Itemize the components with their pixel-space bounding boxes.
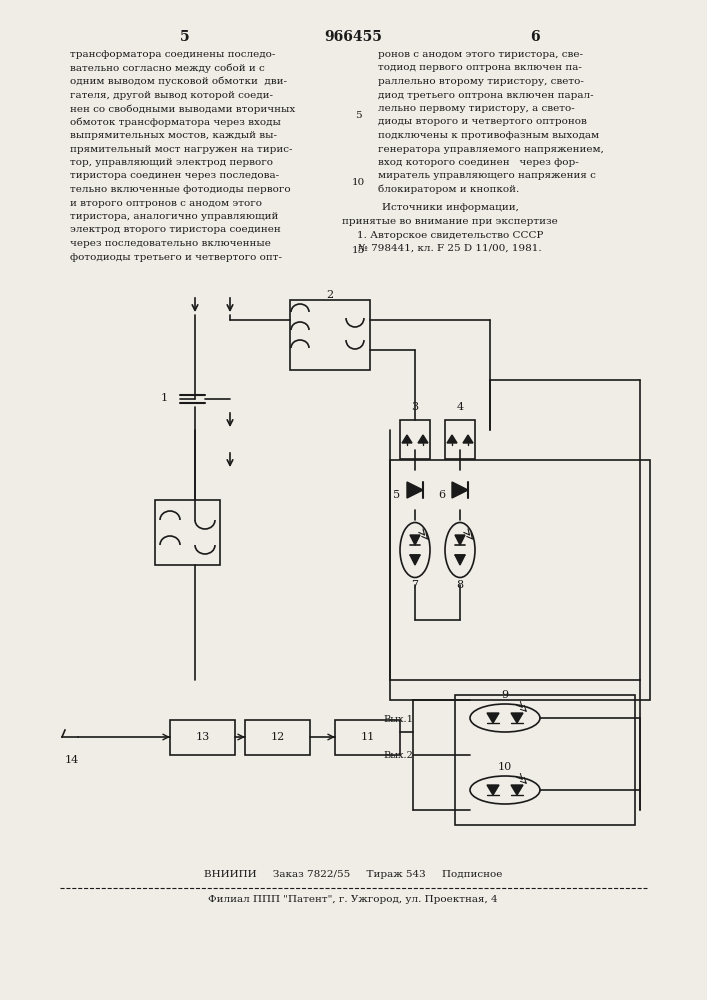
- Text: 2: 2: [327, 290, 334, 300]
- Text: Вых.2: Вых.2: [383, 750, 413, 760]
- Text: обмоток трансформатора через входы: обмоток трансформатора через входы: [70, 117, 281, 127]
- Text: подключены к противофазным выходам: подключены к противофазным выходам: [378, 131, 599, 140]
- Text: № 798441, кл. F 25 D 11/00, 1981.: № 798441, кл. F 25 D 11/00, 1981.: [358, 244, 542, 253]
- Text: 5: 5: [355, 111, 361, 120]
- Text: 3: 3: [411, 402, 419, 412]
- Text: диод третьего оптрона включен парал-: диод третьего оптрона включен парал-: [378, 91, 594, 100]
- Text: 6: 6: [530, 30, 540, 44]
- Text: тор, управляющий электрод первого: тор, управляющий электрод первого: [70, 158, 273, 167]
- Polygon shape: [487, 713, 499, 723]
- Bar: [245, 720, 310, 755]
- Text: 10: 10: [498, 762, 512, 772]
- Text: диоды второго и четвертого оптронов: диоды второго и четвертого оптронов: [378, 117, 587, 126]
- Text: генератора управляемого напряжением,: генератора управляемого напряжением,: [378, 144, 604, 153]
- Bar: [155, 500, 220, 565]
- Text: 14: 14: [65, 755, 79, 765]
- Text: 12: 12: [270, 732, 285, 742]
- Text: тиристора, аналогично управляющий: тиристора, аналогично управляющий: [70, 212, 279, 221]
- Bar: [335, 720, 400, 755]
- Text: ронов с анодом этого тиристора, све-: ронов с анодом этого тиристора, све-: [378, 50, 583, 59]
- Polygon shape: [407, 482, 423, 498]
- Text: 11: 11: [361, 732, 375, 742]
- Text: 966455: 966455: [324, 30, 382, 44]
- Bar: [400, 420, 430, 459]
- Polygon shape: [418, 435, 428, 443]
- Text: 1: 1: [161, 393, 168, 403]
- Text: гателя, другой вывод которой соеди-: гателя, другой вывод которой соеди-: [70, 91, 273, 100]
- Text: 9: 9: [501, 690, 508, 700]
- Polygon shape: [463, 435, 473, 443]
- Text: тодиод первого оптрона включен па-: тодиод первого оптрона включен па-: [378, 64, 582, 73]
- Text: вательно согласно между собой и с: вательно согласно между собой и с: [70, 64, 264, 73]
- Text: раллельно второму тиристору, свето-: раллельно второму тиристору, свето-: [378, 77, 584, 86]
- Text: блокиратором и кнопкой.: блокиратором и кнопкой.: [378, 185, 519, 194]
- Polygon shape: [455, 535, 465, 545]
- Text: 5: 5: [393, 490, 400, 500]
- Text: 7: 7: [411, 580, 419, 590]
- Bar: [445, 420, 475, 459]
- Polygon shape: [402, 435, 412, 443]
- Text: 15: 15: [351, 246, 365, 255]
- Text: трансформатора соединены последо-: трансформатора соединены последо-: [70, 50, 275, 59]
- Text: 5: 5: [180, 30, 189, 44]
- Polygon shape: [511, 785, 523, 795]
- Text: электрод второго тиристора соединен: электрод второго тиристора соединен: [70, 226, 281, 234]
- Text: 6: 6: [438, 490, 445, 500]
- Text: одним выводом пусковой обмотки  дви-: одним выводом пусковой обмотки дви-: [70, 77, 287, 87]
- Polygon shape: [410, 535, 420, 545]
- Text: выпрямительных мостов, каждый вы-: выпрямительных мостов, каждый вы-: [70, 131, 277, 140]
- Text: 8: 8: [457, 580, 464, 590]
- Bar: [290, 300, 370, 370]
- Text: 4: 4: [457, 402, 464, 412]
- Text: принятые во внимание при экспертизе: принятые во внимание при экспертизе: [342, 217, 558, 226]
- Text: 10: 10: [351, 178, 365, 187]
- Text: лельно первому тиристору, а свето-: лельно первому тиристору, а свето-: [378, 104, 575, 113]
- Text: ВНИИПИ     Заказ 7822/55     Тираж 543     Подписное: ВНИИПИ Заказ 7822/55 Тираж 543 Подписное: [204, 870, 502, 879]
- Bar: [455, 695, 635, 825]
- Polygon shape: [447, 435, 457, 443]
- Text: прямительный мост нагружен на тирис-: прямительный мост нагружен на тирис-: [70, 144, 293, 153]
- Text: и второго оптронов с анодом этого: и второго оптронов с анодом этого: [70, 198, 262, 208]
- Polygon shape: [511, 713, 523, 723]
- Polygon shape: [452, 482, 468, 498]
- Polygon shape: [455, 555, 465, 565]
- Text: Филиал ППП "Патент", г. Ужгород, ул. Проектная, 4: Филиал ППП "Патент", г. Ужгород, ул. Про…: [208, 895, 498, 904]
- Text: вход которого соединен   через фор-: вход которого соединен через фор-: [378, 158, 579, 167]
- Polygon shape: [410, 555, 420, 565]
- Text: Источники информации,: Источники информации,: [382, 204, 518, 213]
- Text: миратель управляющего напряжения с: миратель управляющего напряжения с: [378, 172, 596, 180]
- Bar: [390, 460, 650, 700]
- Bar: [170, 720, 235, 755]
- Text: тиристора соединен через последова-: тиристора соединен через последова-: [70, 172, 279, 180]
- Text: 1. Авторское свидетельство СССР: 1. Авторское свидетельство СССР: [357, 231, 543, 239]
- Text: фотодиоды третьего и четвертого опт-: фотодиоды третьего и четвертого опт-: [70, 252, 282, 261]
- Text: нен со свободными выводами вторичных: нен со свободными выводами вторичных: [70, 104, 296, 113]
- Text: тельно включенные фотодиоды первого: тельно включенные фотодиоды первого: [70, 185, 291, 194]
- Text: 13: 13: [195, 732, 209, 742]
- Text: Вых.1: Вых.1: [383, 716, 413, 724]
- Polygon shape: [487, 785, 499, 795]
- Text: через последовательно включенные: через последовательно включенные: [70, 239, 271, 248]
